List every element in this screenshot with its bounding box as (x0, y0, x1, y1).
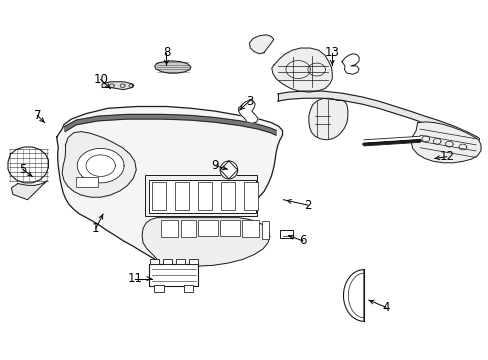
Text: 12: 12 (438, 150, 453, 163)
Bar (221, 182, 235, 211)
Bar (242, 220, 259, 237)
Polygon shape (57, 107, 282, 262)
Bar (163, 259, 171, 264)
Polygon shape (238, 100, 258, 123)
Text: 3: 3 (245, 95, 253, 108)
Text: 1: 1 (92, 222, 100, 235)
Polygon shape (249, 35, 273, 54)
Text: 4: 4 (382, 301, 389, 314)
Bar (144, 175, 256, 216)
Text: 9: 9 (211, 159, 219, 172)
Polygon shape (343, 270, 363, 321)
Bar (181, 220, 195, 237)
Text: 2: 2 (304, 199, 311, 212)
Polygon shape (410, 122, 480, 163)
Bar (244, 182, 258, 211)
Polygon shape (77, 148, 124, 183)
Text: 10: 10 (93, 73, 108, 86)
Polygon shape (271, 48, 331, 92)
Bar (220, 220, 239, 235)
Bar (183, 285, 193, 292)
Text: 5: 5 (19, 163, 26, 176)
Bar (188, 259, 197, 264)
Bar (279, 230, 293, 238)
Bar (152, 182, 165, 211)
Bar (149, 180, 255, 213)
Bar (149, 264, 198, 286)
Text: 7: 7 (34, 109, 41, 122)
Polygon shape (220, 161, 237, 179)
Bar (154, 285, 163, 292)
Text: 13: 13 (324, 46, 339, 59)
Polygon shape (64, 114, 276, 135)
Polygon shape (142, 218, 269, 266)
Text: 6: 6 (299, 234, 306, 247)
Polygon shape (308, 98, 347, 140)
Bar (160, 220, 177, 237)
Text: 11: 11 (127, 272, 142, 285)
Bar (175, 182, 188, 211)
Polygon shape (8, 147, 48, 183)
Polygon shape (11, 181, 47, 200)
Bar (198, 182, 211, 211)
Bar (261, 221, 268, 239)
Bar (176, 259, 184, 264)
Bar (198, 220, 217, 235)
Text: 8: 8 (163, 46, 170, 59)
Polygon shape (155, 61, 190, 73)
Polygon shape (341, 54, 358, 74)
Polygon shape (277, 91, 478, 145)
Polygon shape (102, 82, 132, 90)
Bar (150, 259, 158, 264)
Bar (76, 177, 98, 187)
Polygon shape (62, 132, 136, 197)
